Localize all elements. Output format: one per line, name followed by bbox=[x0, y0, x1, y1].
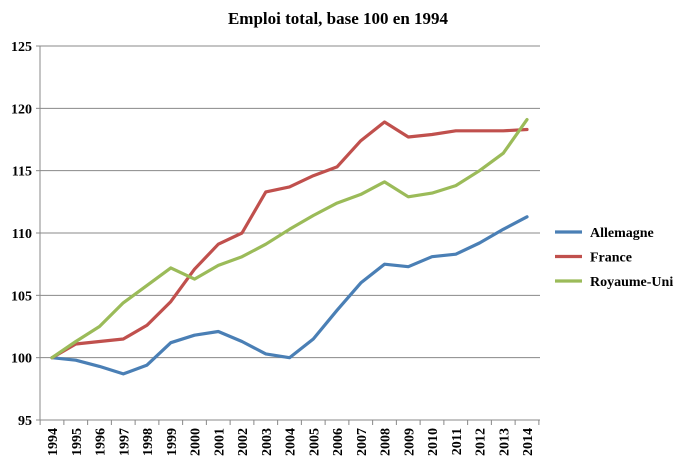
y-tick-label: 95 bbox=[18, 414, 32, 429]
series-line-allemagne bbox=[50, 215, 529, 376]
y-tick-label: 105 bbox=[11, 289, 32, 304]
legend-label: Allemagne bbox=[590, 226, 654, 241]
x-tick-label: 2005 bbox=[307, 428, 322, 456]
x-tick-label: 2008 bbox=[379, 428, 394, 456]
gridlines bbox=[40, 45, 540, 359]
x-tick-label: 2013 bbox=[497, 428, 512, 456]
x-tick-label: 1995 bbox=[70, 428, 85, 456]
x-tick-label: 2014 bbox=[521, 428, 536, 456]
x-tick-label: 2007 bbox=[355, 428, 370, 456]
x-tick-label: 2002 bbox=[236, 428, 251, 456]
x-tick-label: 1996 bbox=[94, 428, 109, 456]
y-tick-label: 125 bbox=[11, 40, 32, 55]
y-tick-label: 110 bbox=[12, 227, 32, 242]
x-tick-label: 2003 bbox=[260, 428, 275, 456]
legend-label: Royaume-Uni bbox=[590, 275, 673, 290]
legend-label: France bbox=[590, 251, 632, 266]
y-tick-label: 100 bbox=[11, 352, 32, 367]
y-tick-labels: 95 100 105 110 115 120 125 bbox=[11, 40, 32, 429]
x-tick-label: 2012 bbox=[474, 428, 489, 456]
x-tick-label: 2000 bbox=[189, 428, 204, 456]
x-tick-label: 2006 bbox=[331, 428, 346, 456]
axes bbox=[36, 45, 540, 425]
y-tick-label: 115 bbox=[12, 165, 32, 180]
y-tick-label: 120 bbox=[11, 102, 32, 117]
series-line-royaume-uni bbox=[50, 117, 529, 360]
legend: Allemagne France Royaume-Uni bbox=[555, 226, 673, 290]
series-line-france bbox=[50, 120, 529, 360]
chart-title: Emploi total, base 100 en 1994 bbox=[228, 9, 449, 28]
x-tick-label: 1999 bbox=[165, 428, 180, 456]
x-tick-label: 1994 bbox=[46, 428, 61, 456]
series-lines bbox=[50, 117, 529, 376]
x-tick-label: 1997 bbox=[117, 428, 132, 456]
x-tick-label: 1998 bbox=[141, 428, 156, 456]
x-tick-labels: 1994 1995 1996 1997 1998 1999 2000 2001 2002 2003… bbox=[46, 428, 536, 456]
x-tick-label: 2009 bbox=[402, 428, 417, 456]
x-tick-label: 2010 bbox=[426, 428, 441, 456]
x-tick-label: 2011 bbox=[450, 428, 465, 455]
x-tick-label: 2004 bbox=[284, 428, 299, 456]
x-tick-label: 2001 bbox=[212, 428, 227, 456]
